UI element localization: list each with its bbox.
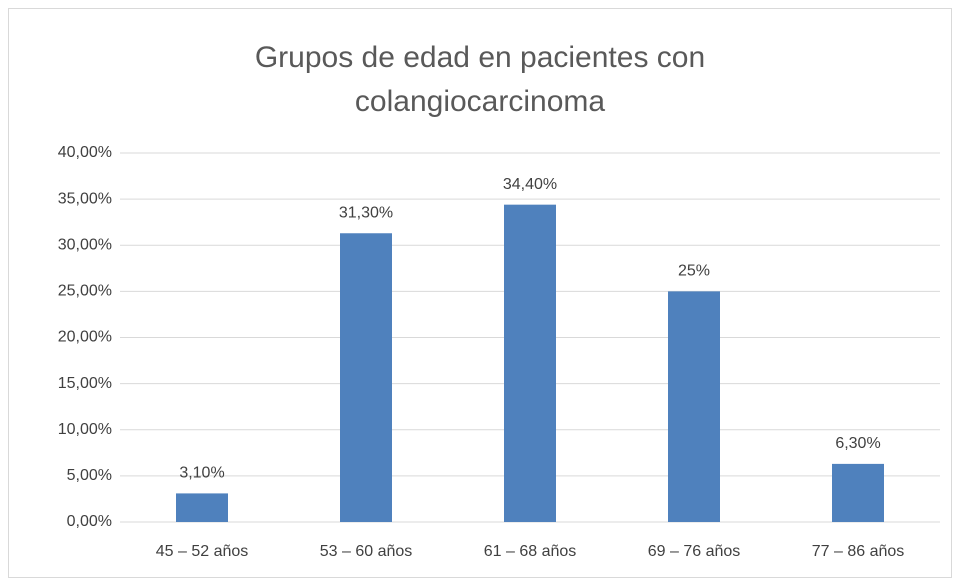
x-tick-label: 61 – 68 años xyxy=(484,543,577,560)
bar xyxy=(340,233,392,522)
bar xyxy=(504,204,556,522)
y-tick-label: 25,00% xyxy=(58,283,112,300)
y-tick-label: 40,00% xyxy=(58,144,112,161)
y-tick-label: 10,00% xyxy=(58,421,112,438)
bar xyxy=(176,493,228,522)
chart-border xyxy=(8,8,952,578)
data-label: 6,30% xyxy=(835,435,880,452)
y-tick-label: 20,00% xyxy=(58,329,112,346)
y-tick-label: 15,00% xyxy=(58,375,112,392)
y-tick-label: 30,00% xyxy=(58,236,112,253)
x-tick-label: 53 – 60 años xyxy=(320,543,413,560)
bar xyxy=(832,463,884,522)
bar xyxy=(668,291,720,522)
x-tick-label: 45 – 52 años xyxy=(156,543,249,560)
data-label: 31,30% xyxy=(339,204,393,221)
x-tick-label: 69 – 76 años xyxy=(648,543,741,560)
data-label: 34,40% xyxy=(503,176,557,193)
y-tick-label: 5,00% xyxy=(67,467,112,484)
data-label: 25% xyxy=(678,263,710,280)
chart-title: Grupos de edad en pacientes con colangio… xyxy=(254,41,706,118)
data-label: 3,10% xyxy=(179,465,224,482)
x-tick-label: 77 – 86 años xyxy=(812,543,905,560)
y-tick-label: 35,00% xyxy=(58,190,112,207)
y-tick-label: 0,00% xyxy=(67,513,112,530)
